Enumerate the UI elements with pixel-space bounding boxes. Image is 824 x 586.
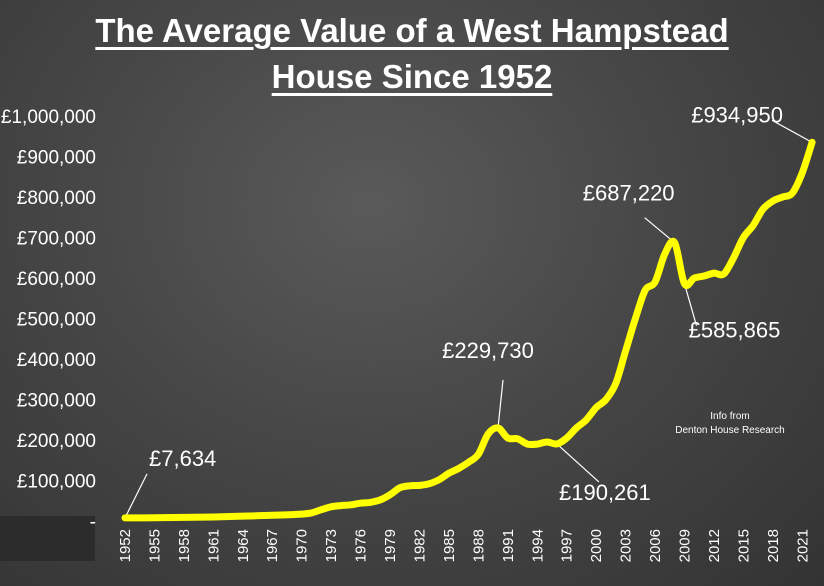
annotation-label-3: £687,220 xyxy=(583,181,675,206)
y-tick-label-7: £700,000 xyxy=(17,229,96,250)
y-tick-label-1: £100,000 xyxy=(17,472,96,493)
annotation-leader-2 xyxy=(556,443,600,483)
annotation-label-1: £229,730 xyxy=(442,338,534,363)
x-tick-label-1: 1955 xyxy=(146,529,163,562)
x-tick-label-22: 2018 xyxy=(765,529,782,562)
x-tick-label-14: 1994 xyxy=(529,529,546,562)
x-tick-label-11: 1985 xyxy=(441,529,458,562)
x-tick-label-7: 1973 xyxy=(323,529,340,562)
x-tick-label-16: 2000 xyxy=(588,529,605,562)
x-tick-label-15: 1997 xyxy=(559,529,576,562)
y-tick-label-8: £800,000 xyxy=(17,188,96,209)
series-layer xyxy=(121,138,816,522)
y-tick-label-10: £1,000,000 xyxy=(1,107,96,128)
annotation-leader-3 xyxy=(644,217,676,244)
x-tick-label-21: 2015 xyxy=(735,529,752,562)
chart-title: The Average Value of a West Hampstead Ho… xyxy=(0,8,824,100)
x-tick-label-9: 1979 xyxy=(382,529,399,562)
y-tick-label-6: £600,000 xyxy=(17,269,96,290)
annotation-labels: £7,634 £229,730 £190,261 £687,220 £585,865 £9… xyxy=(149,102,783,505)
annotation-label-4: £585,865 xyxy=(689,318,781,343)
x-tick-label-12: 1988 xyxy=(470,529,487,562)
x-tick-label-17: 2003 xyxy=(618,529,635,562)
y-tick-label-0: - xyxy=(90,512,96,533)
x-tick-label-2: 1958 xyxy=(176,529,193,562)
series-line-0 xyxy=(121,138,816,522)
x-tick-label-13: 1991 xyxy=(500,529,517,562)
source-note-line-1: Info from xyxy=(710,411,749,422)
corner-box xyxy=(0,516,95,561)
y-tick-label-9: £900,000 xyxy=(17,148,96,169)
annotation-leader-5 xyxy=(771,119,813,143)
x-axis-ticks: 1952 1955 1958 1961 1964 1967 1970 1973 1976 1979… xyxy=(117,529,811,562)
annotation-leader-0 xyxy=(124,473,148,519)
annotation-leaders xyxy=(124,119,813,519)
x-tick-label-5: 1967 xyxy=(264,529,281,562)
x-tick-label-18: 2006 xyxy=(647,529,664,562)
chart-title-line-2: House Since 1952 xyxy=(271,58,553,95)
x-tick-label-19: 2009 xyxy=(676,529,693,562)
x-tick-label-4: 1964 xyxy=(235,529,252,562)
annotation-leader-4 xyxy=(683,283,698,326)
y-tick-label-5: £500,000 xyxy=(17,310,96,331)
y-tick-label-2: £200,000 xyxy=(17,431,96,452)
x-tick-label-23: 2021 xyxy=(794,529,811,562)
x-tick-label-0: 1952 xyxy=(117,529,134,562)
x-tick-label-6: 1970 xyxy=(294,529,311,562)
annotation-leader-1 xyxy=(497,379,504,429)
chart-title-line-1: The Average Value of a West Hampstead xyxy=(95,12,729,49)
y-axis-ticks: - £100,000 £200,000 £300,000 £400,000 £500,00… xyxy=(1,107,96,533)
source-note: Info from Denton House Research xyxy=(675,411,785,436)
source-note-line-2: Denton House Research xyxy=(675,425,785,436)
x-tick-label-3: 1961 xyxy=(205,529,222,562)
annotation-label-0: £7,634 xyxy=(149,446,216,471)
annotation-label-2: £190,261 xyxy=(559,480,651,505)
y-tick-label-3: £300,000 xyxy=(17,391,96,412)
x-tick-label-20: 2012 xyxy=(706,529,723,562)
y-tick-label-4: £400,000 xyxy=(17,350,96,371)
x-tick-label-8: 1976 xyxy=(353,529,370,562)
x-tick-label-10: 1982 xyxy=(411,529,428,562)
annotation-label-5: £934,950 xyxy=(691,102,783,127)
